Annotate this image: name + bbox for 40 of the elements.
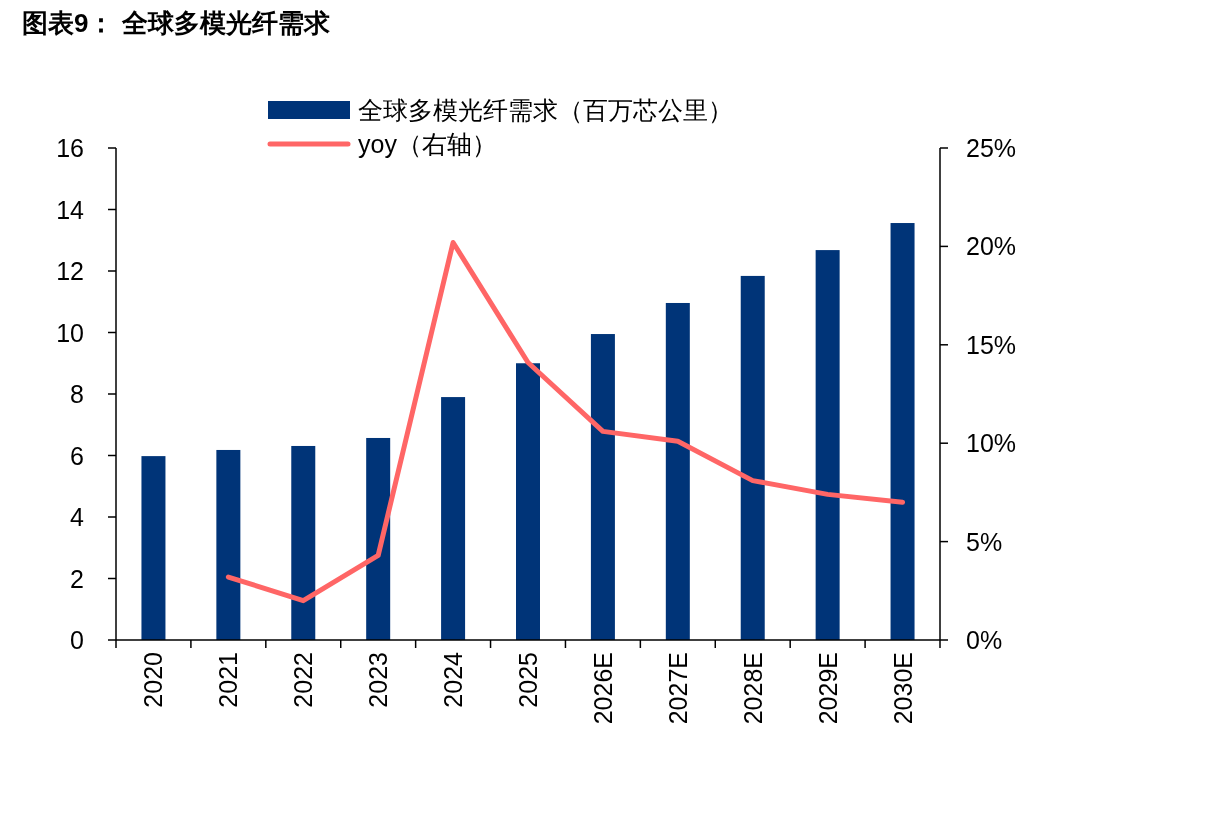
legend-label: yoy（右轴） [358, 130, 497, 158]
y-tick-label: 4 [70, 503, 85, 531]
bar [516, 363, 540, 640]
bar [141, 456, 166, 640]
bar [890, 223, 915, 640]
chart-title: 图表9： 全球多模光纤需求 [22, 8, 331, 38]
bar [216, 449, 241, 640]
y2-tick-label: 20% [966, 232, 1017, 261]
x-tick-label: 2023 [364, 652, 393, 708]
y2-tick-label: 15% [966, 330, 1017, 359]
x-tick-label: 2020 [139, 652, 168, 708]
y-tick-label: 2 [70, 564, 84, 593]
y-tick-label: 14 [56, 195, 85, 224]
y-tick-label: 12 [56, 257, 84, 285]
bar [441, 397, 466, 640]
bar [740, 275, 765, 640]
bar [665, 302, 690, 640]
bar [366, 437, 391, 640]
y-tick-label: 8 [70, 380, 84, 408]
bar [815, 250, 840, 640]
legend-label: 全球多模光纤需求（百万芯公里） [358, 96, 733, 124]
bar [590, 334, 615, 640]
y-tick-label: 10 [56, 318, 84, 347]
y2-tick-label: 0% [966, 626, 1003, 654]
x-tick-label: 2025 [514, 652, 542, 708]
y-tick-label: 6 [70, 441, 84, 470]
y-tick-label: 16 [56, 134, 84, 162]
x-tick-label: 2030E [888, 652, 917, 725]
bar [291, 445, 316, 640]
y2-tick-label: 25% [966, 134, 1017, 162]
y-tick-label: 0 [70, 626, 84, 654]
x-tick-label: 2022 [289, 652, 318, 708]
x-tick-label: 2026E [588, 652, 617, 725]
x-tick-label: 2027E [663, 652, 692, 725]
x-tick-label: 2021 [214, 652, 243, 708]
y2-tick-label: 5% [966, 527, 1003, 556]
x-tick-label: 2029E [813, 652, 842, 725]
y2-tick-label: 10% [966, 429, 1017, 458]
x-tick-label: 2028E [738, 652, 767, 725]
x-tick-label: 2024 [439, 651, 468, 708]
